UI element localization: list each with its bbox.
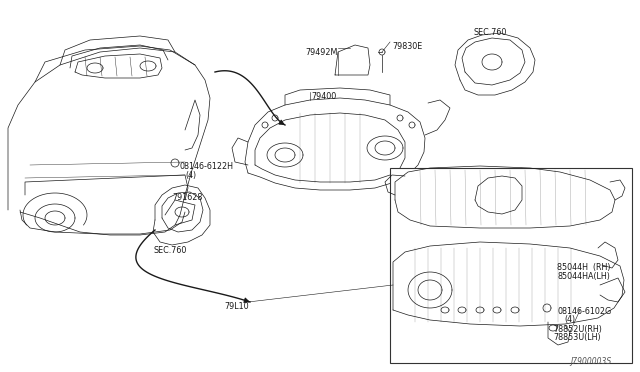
Text: 08146-6102G: 08146-6102G — [558, 307, 612, 316]
Text: 78852U(RH): 78852U(RH) — [553, 325, 602, 334]
Text: 85044H  (RH): 85044H (RH) — [557, 263, 611, 272]
Text: SEC.760: SEC.760 — [474, 28, 508, 37]
Text: 791628: 791628 — [172, 193, 202, 202]
Text: J7900003S: J7900003S — [570, 357, 611, 366]
Text: 79400: 79400 — [311, 92, 336, 101]
Text: 79L10: 79L10 — [224, 302, 248, 311]
Text: 78853U(LH): 78853U(LH) — [553, 333, 600, 342]
Bar — [390, 168, 632, 363]
Text: (4): (4) — [185, 171, 196, 180]
Text: SEC.760: SEC.760 — [153, 246, 186, 255]
Text: 79492M: 79492M — [305, 48, 337, 57]
Text: 08146-6122H: 08146-6122H — [180, 162, 234, 171]
Text: (4): (4) — [564, 315, 575, 324]
Text: 85044HA(LH): 85044HA(LH) — [557, 272, 610, 281]
Text: 79830E: 79830E — [392, 42, 422, 51]
